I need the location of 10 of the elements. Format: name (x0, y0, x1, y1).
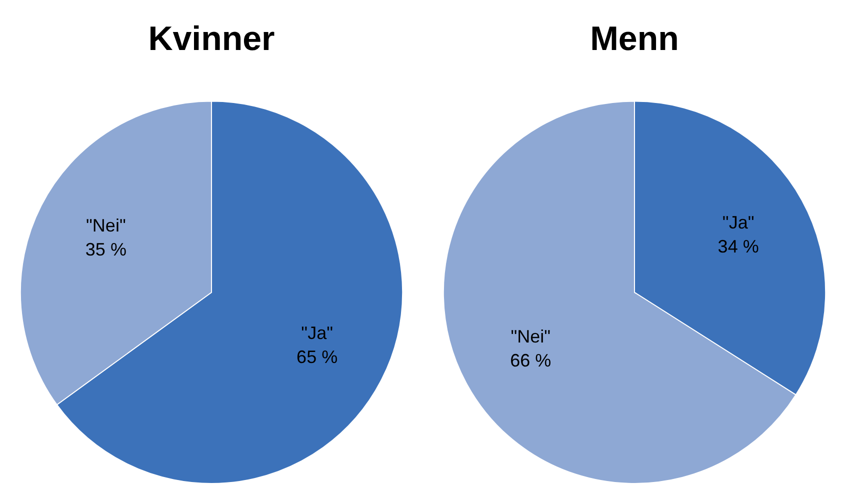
data-label: 35 % (85, 240, 126, 260)
slice-label: "Nei" (510, 326, 551, 346)
data-label: 66 % (510, 350, 552, 370)
chart-title: Menn (590, 20, 679, 58)
slice-label: "Ja" (722, 212, 754, 232)
data-label: 65 % (296, 347, 338, 368)
data-label: 34 % (718, 236, 759, 256)
chart-title: Kvinner (148, 20, 275, 58)
slice-label: "Nei" (86, 216, 126, 236)
slice-label: "Ja" (301, 323, 333, 344)
